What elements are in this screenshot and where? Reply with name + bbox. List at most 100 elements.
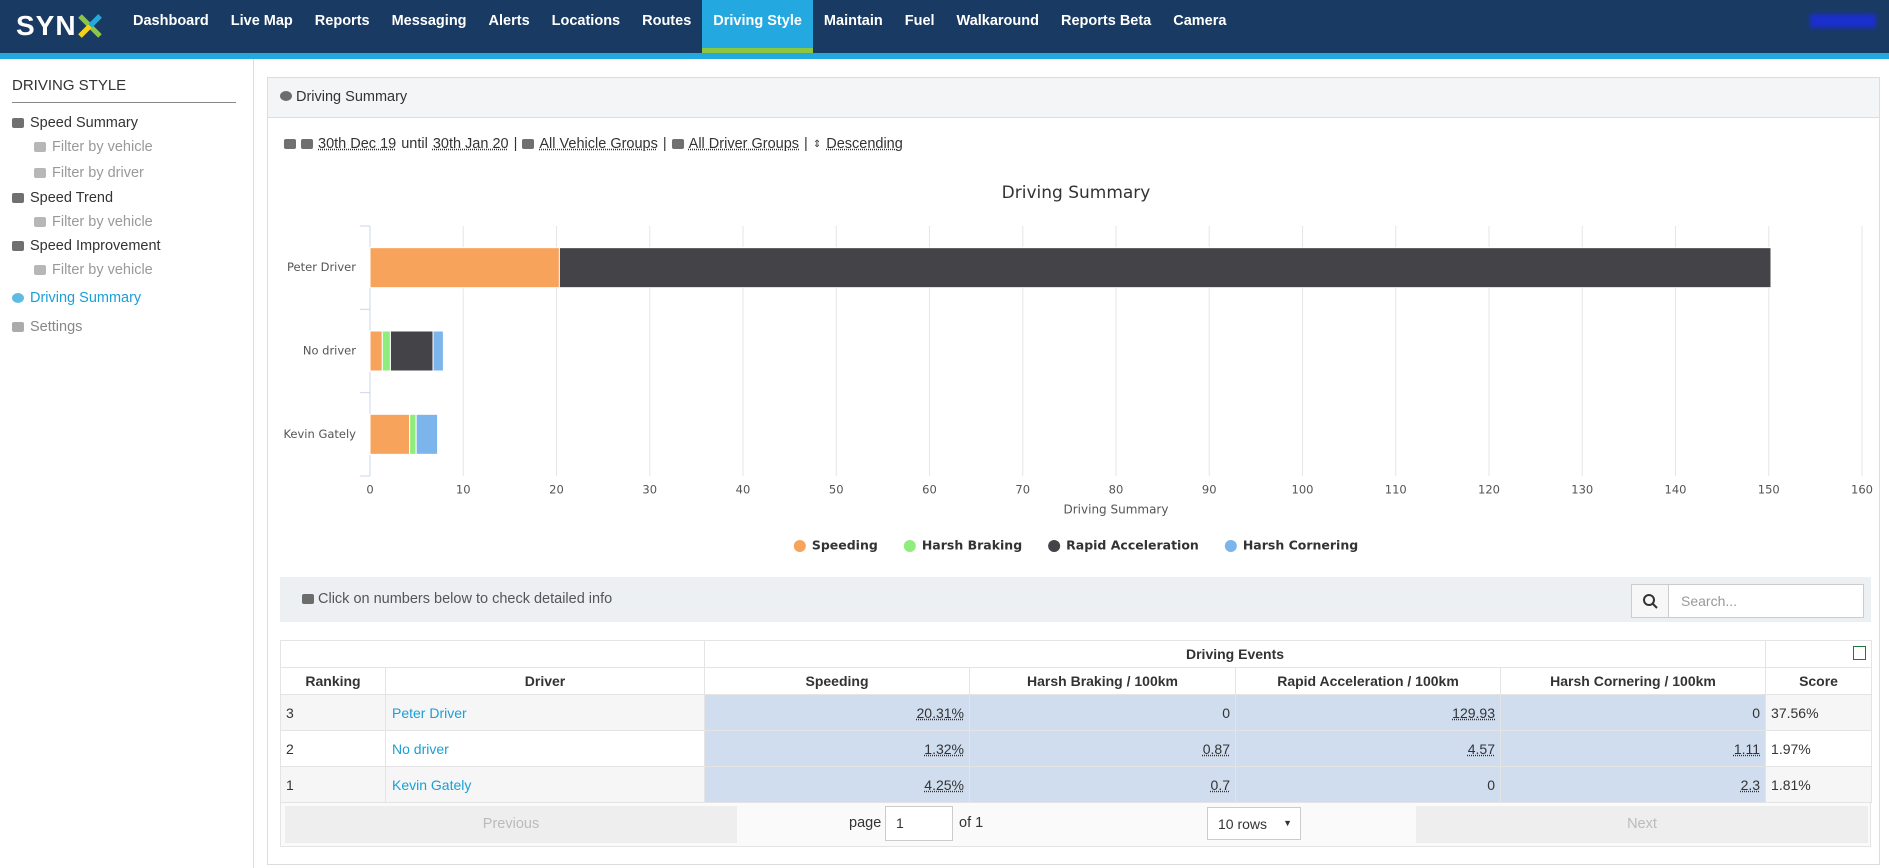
previous-button[interactable]: Previous bbox=[285, 806, 737, 843]
sort-order[interactable]: Descending bbox=[826, 136, 903, 152]
panel: Driving Summary 30th Dec 19 until 30th J… bbox=[267, 77, 1880, 865]
x-tick-label: 90 bbox=[1202, 483, 1217, 497]
legend-label: Rapid Acceleration bbox=[1066, 538, 1199, 553]
next-button[interactable]: Next bbox=[1416, 806, 1868, 843]
logo-x bbox=[77, 14, 102, 38]
nav-item[interactable]: Dashboard bbox=[133, 13, 209, 29]
metric-cell[interactable]: 0 bbox=[1499, 694, 1767, 731]
blank-cell bbox=[280, 640, 705, 668]
driver-cell[interactable]: No driver bbox=[385, 730, 705, 767]
cell: 1 bbox=[280, 766, 386, 803]
sidebar-link[interactable]: Filter by driver bbox=[34, 165, 144, 181]
link-text: Driving Summary bbox=[30, 290, 142, 306]
x-tick-label: 50 bbox=[829, 483, 844, 497]
bar-segment bbox=[381, 330, 391, 372]
cell: 2 bbox=[280, 730, 386, 767]
nav-item[interactable]: Messaging bbox=[391, 13, 467, 29]
rows-text: 10 rows bbox=[1218, 816, 1268, 832]
metric-cell[interactable]: 0.7 bbox=[969, 766, 1236, 803]
x-tick-label: 60 bbox=[922, 483, 937, 497]
legend-swatch bbox=[793, 540, 806, 552]
metric-cell[interactable]: 4.25% bbox=[704, 766, 970, 803]
metric-cell[interactable]: 20.31% bbox=[704, 694, 970, 731]
link-text: Filter by vehicle bbox=[52, 139, 153, 155]
column-header[interactable]: Speeding bbox=[704, 667, 970, 695]
nav-item[interactable]: Live Map bbox=[230, 13, 293, 29]
driver-filter[interactable]: All Driver Groups bbox=[688, 136, 800, 152]
metric-cell[interactable]: 0 bbox=[1235, 766, 1501, 803]
nav-items: Dashboard Live Map Reports Messaging Alerts L… bbox=[122, 0, 1237, 53]
export-excel[interactable] bbox=[1853, 645, 1867, 660]
link-text: Filter by vehicle bbox=[52, 214, 153, 230]
nav-item[interactable]: Driving Style bbox=[702, 0, 813, 53]
metric-cell[interactable]: 4.57 bbox=[1235, 730, 1501, 767]
column-header[interactable]: Ranking bbox=[280, 667, 386, 695]
bar-segment bbox=[369, 413, 411, 455]
nav-item[interactable]: Routes bbox=[642, 13, 692, 29]
logo[interactable]: SYN bbox=[16, 10, 103, 42]
driver-cell[interactable]: Kevin Gately bbox=[385, 766, 705, 803]
legend-label: Speeding bbox=[812, 538, 878, 553]
metric-cell[interactable]: 129.93 bbox=[1235, 694, 1501, 731]
search-icon bbox=[1643, 594, 1658, 609]
page-label: page bbox=[849, 815, 882, 831]
search-input[interactable]: Search... bbox=[1668, 584, 1864, 618]
nav-item[interactable]: Locations bbox=[551, 13, 621, 29]
bar-segment bbox=[432, 330, 444, 372]
date-from[interactable]: 30th Dec 19 bbox=[318, 136, 397, 152]
y-tick-label: No driver bbox=[303, 344, 356, 358]
nav-item[interactable]: Reports Beta bbox=[1061, 13, 1152, 29]
metric-cell[interactable]: 2.3 bbox=[1499, 766, 1767, 803]
date-to[interactable]: 30th Jan 20 bbox=[432, 136, 509, 152]
legend-swatch bbox=[1224, 540, 1237, 552]
rows-select[interactable]: 10 rows ▼ bbox=[1207, 807, 1301, 840]
chart: Driving Summary Driving Summary 0 10 20 30 4… bbox=[283, 183, 1873, 553]
link-text: Settings bbox=[30, 319, 83, 335]
vehicle-filter[interactable]: All Vehicle Groups bbox=[539, 136, 658, 152]
nav-item[interactable]: Fuel bbox=[904, 13, 935, 29]
x-tick-label: 150 bbox=[1758, 483, 1780, 497]
metric-cell[interactable]: 0.87 bbox=[969, 730, 1236, 767]
sidebar-link[interactable]: Speed Summary bbox=[12, 115, 138, 131]
legend-label: Harsh Braking bbox=[922, 538, 1022, 553]
nav-item[interactable]: Maintain bbox=[823, 13, 883, 29]
search-button[interactable] bbox=[1631, 584, 1669, 618]
cell: 37.56% bbox=[1765, 694, 1873, 731]
sidebar-link[interactable]: Filter by vehicle bbox=[34, 214, 153, 230]
nav-item[interactable]: Camera bbox=[1173, 13, 1227, 29]
sidebar-link[interactable]: Speed Trend bbox=[12, 190, 113, 206]
sidebar-link[interactable]: Driving Summary bbox=[12, 290, 141, 306]
sidebar-link[interactable]: Filter by vehicle bbox=[34, 262, 153, 278]
column-header[interactable]: Driver bbox=[385, 667, 705, 695]
sidebar-link[interactable]: Speed Improvement bbox=[12, 238, 161, 254]
data-table: Driving Events Ranking Driver Speeding Hars… bbox=[280, 640, 1873, 803]
header-row: Ranking Driver Speeding Harsh Braking / 100… bbox=[280, 667, 1873, 695]
nav-item[interactable]: Alerts bbox=[488, 13, 530, 29]
metric-cell[interactable]: 0 bbox=[969, 694, 1236, 731]
nav-item[interactable]: Walkaround bbox=[956, 13, 1039, 29]
user-menu[interactable] bbox=[1810, 14, 1876, 28]
x-tick-label: 0 bbox=[366, 483, 373, 497]
cell: 1.97% bbox=[1765, 730, 1873, 767]
legend-swatch bbox=[903, 540, 916, 552]
panel-title: Driving Summary bbox=[296, 89, 408, 105]
sidebar-link[interactable]: Filter by vehicle bbox=[34, 139, 153, 155]
metric-cell[interactable]: 1.32% bbox=[704, 730, 970, 767]
filter-text: until bbox=[401, 136, 428, 152]
separator: | bbox=[513, 136, 518, 152]
page-input[interactable]: 1 bbox=[885, 806, 953, 841]
metric-cell[interactable]: 1.11 bbox=[1499, 730, 1767, 767]
column-header[interactable]: Harsh Cornering / 100km bbox=[1499, 667, 1767, 695]
logo-text: SYN bbox=[16, 10, 77, 41]
panel-header: Driving Summary bbox=[268, 78, 1879, 118]
x-tick-label: 100 bbox=[1292, 483, 1314, 497]
sidebar-link[interactable]: Settings bbox=[12, 319, 82, 335]
column-header[interactable]: Score bbox=[1765, 667, 1873, 695]
column-header[interactable]: Harsh Braking / 100km bbox=[969, 667, 1236, 695]
legend-label: Harsh Cornering bbox=[1243, 538, 1358, 553]
column-header[interactable]: Rapid Acceleration / 100km bbox=[1235, 667, 1501, 695]
driver-cell[interactable]: Peter Driver bbox=[385, 694, 705, 731]
nav-item[interactable]: Reports bbox=[314, 13, 370, 29]
x-tick-label: 160 bbox=[1851, 483, 1873, 497]
